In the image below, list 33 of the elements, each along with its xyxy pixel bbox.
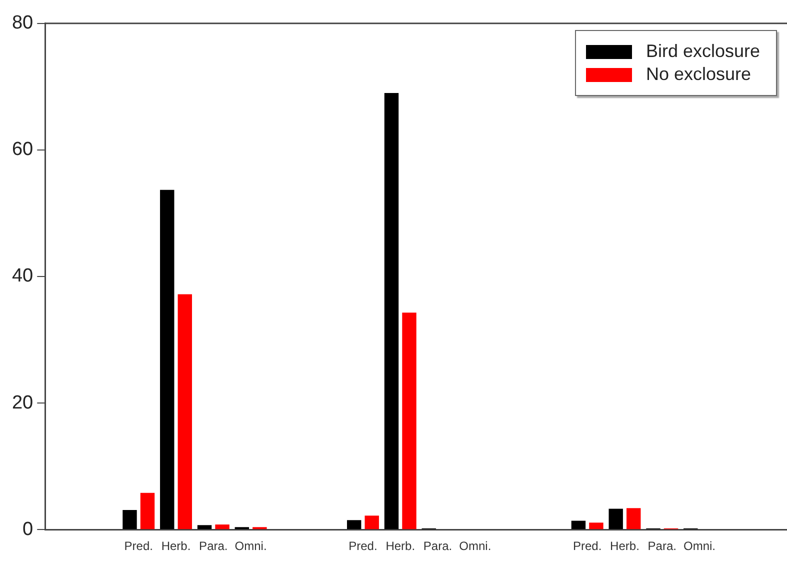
bar bbox=[626, 508, 641, 530]
y-tick-label: 80 bbox=[12, 12, 34, 34]
bar bbox=[197, 525, 212, 530]
x-tick-label: Pred. bbox=[124, 539, 153, 554]
bar bbox=[571, 520, 586, 530]
bar bbox=[178, 294, 192, 530]
legend-label: No exclosure bbox=[646, 64, 751, 85]
x-tick-label: Para. bbox=[423, 539, 452, 554]
x-tick-label: Pred. bbox=[572, 539, 602, 554]
y-tick-label: 60 bbox=[12, 139, 34, 160]
legend-label: Bird exclosure bbox=[646, 41, 760, 62]
bar bbox=[608, 508, 623, 530]
y-tick-label: 20 bbox=[12, 392, 34, 414]
bar bbox=[140, 492, 155, 530]
y-tick-label: 40 bbox=[12, 266, 34, 287]
x-tick-label: Herb. bbox=[161, 539, 191, 554]
bar bbox=[402, 312, 416, 530]
x-tick-label: Herb. bbox=[386, 539, 416, 554]
bar bbox=[364, 516, 379, 530]
bar bbox=[384, 93, 399, 530]
x-tick-label: Herb. bbox=[610, 539, 640, 554]
x-tick-label: Para. bbox=[648, 539, 676, 554]
bar bbox=[122, 510, 137, 530]
y-tick-label: 0 bbox=[22, 518, 34, 540]
x-tick-label: Para. bbox=[199, 539, 228, 554]
x-tick-label: Omni. bbox=[459, 539, 492, 554]
x-tick-label: Omni. bbox=[684, 539, 716, 554]
bar bbox=[589, 522, 604, 530]
x-tick-label: Pred. bbox=[348, 539, 378, 554]
bar bbox=[160, 190, 174, 530]
x-tick-label: Omni. bbox=[234, 539, 267, 554]
bar bbox=[346, 520, 362, 530]
bar bbox=[215, 524, 230, 530]
